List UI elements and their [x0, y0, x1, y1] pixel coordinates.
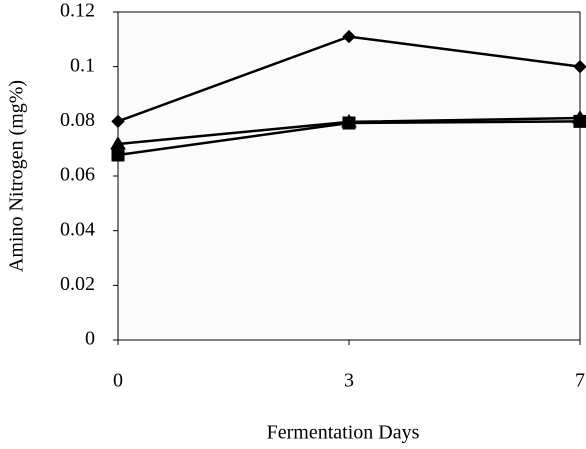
x-tick-label: 7 [575, 370, 585, 392]
marker [341, 113, 357, 128]
y-tick-label: 0.04 [60, 218, 95, 240]
x-axis-title: Fermentation Days [267, 422, 420, 444]
y-tick-label: 0 [85, 328, 95, 350]
marker [572, 110, 586, 124]
y-tick-label: 0.06 [60, 164, 95, 186]
y-axis-title: Amino Nitrogen (mg%) [6, 80, 28, 272]
marker [342, 29, 356, 44]
x-tick-label: 0 [113, 370, 123, 392]
marker [111, 148, 125, 162]
marker [573, 59, 586, 74]
plot-area [117, 11, 581, 341]
x-tick-label: 3 [344, 370, 354, 392]
y-tick-label: 0.02 [60, 273, 95, 295]
y-tick-label: 0.1 [70, 54, 95, 76]
marker [111, 114, 125, 129]
marker [110, 136, 126, 150]
y-tick-label: 0.08 [60, 109, 95, 131]
y-tick-label: 0.12 [60, 0, 95, 22]
